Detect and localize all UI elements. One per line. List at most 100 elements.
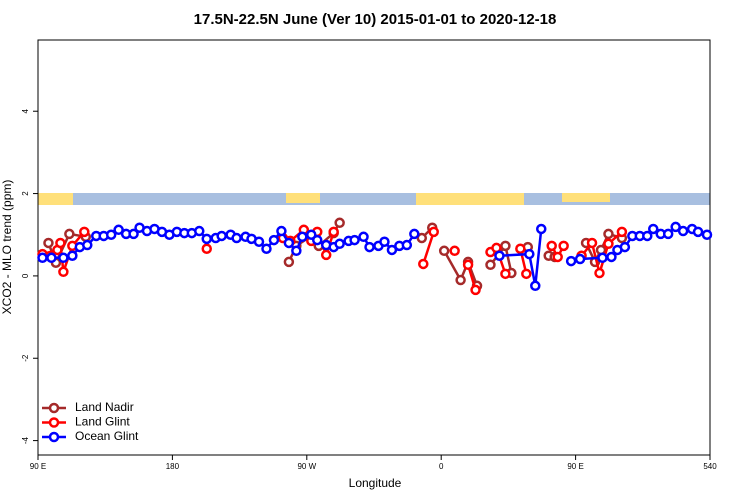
point	[58, 266, 69, 278]
point	[642, 230, 653, 242]
point	[586, 237, 598, 249]
plot-box	[37, 39, 711, 456]
x-tick-label: 90 E	[30, 462, 46, 471]
x-tick-label: 90 W	[297, 462, 316, 471]
point	[670, 221, 681, 233]
point	[58, 252, 69, 264]
point	[386, 244, 398, 256]
point	[283, 237, 295, 249]
point	[597, 252, 608, 264]
point	[67, 250, 78, 261]
legend-marker	[48, 417, 60, 428]
point	[328, 226, 339, 238]
point	[46, 252, 57, 264]
point	[312, 234, 323, 246]
point	[261, 243, 272, 254]
point	[37, 252, 48, 264]
point	[462, 259, 474, 271]
point	[500, 268, 511, 280]
point	[648, 223, 659, 235]
legend-label: Land Nadir	[75, 400, 134, 414]
point	[364, 241, 375, 253]
point	[565, 255, 577, 267]
point	[603, 228, 614, 240]
point	[113, 224, 124, 236]
point	[470, 284, 481, 296]
legend-label: Ocean Glint	[75, 429, 139, 443]
point	[297, 231, 308, 243]
point	[268, 234, 280, 246]
land-patch	[416, 193, 524, 205]
point	[524, 248, 535, 260]
point	[616, 226, 628, 238]
point	[201, 233, 212, 245]
point	[449, 245, 460, 257]
x-axis-label: Longitude	[349, 476, 402, 490]
point	[603, 238, 614, 250]
point	[64, 228, 75, 240]
point	[334, 238, 345, 250]
point	[43, 237, 54, 249]
land-patch	[38, 193, 73, 205]
point	[349, 234, 360, 246]
point	[128, 228, 139, 240]
point	[546, 240, 557, 252]
point	[253, 236, 265, 247]
point	[82, 239, 93, 251]
point	[320, 249, 332, 261]
point	[662, 228, 674, 240]
point	[428, 226, 439, 238]
point	[692, 226, 704, 238]
point	[194, 225, 205, 237]
map-strip	[38, 193, 710, 205]
point	[401, 239, 413, 251]
legend-marker	[48, 431, 60, 443]
point	[358, 231, 369, 243]
point	[606, 251, 617, 263]
point	[231, 232, 242, 244]
y-tick-label: -2	[21, 354, 30, 362]
point	[619, 241, 631, 253]
point	[334, 217, 345, 229]
land-patch	[562, 193, 610, 202]
y-axis-label: XCO2 - MLO trend (ppm)	[0, 180, 14, 315]
point	[494, 250, 505, 261]
point	[105, 229, 117, 240]
chart-title: 17.5N-22.5N June (Ver 10) 2015-01-01 to …	[194, 11, 557, 28]
point	[418, 258, 429, 270]
point	[216, 230, 227, 242]
point	[455, 274, 466, 286]
point	[558, 240, 569, 252]
point	[701, 229, 713, 240]
point	[536, 223, 547, 235]
point	[276, 225, 287, 237]
land-patch	[286, 193, 320, 203]
point	[552, 251, 563, 263]
point	[55, 237, 66, 249]
ocean-band	[38, 193, 710, 205]
point	[485, 259, 496, 271]
point	[291, 245, 302, 257]
point	[379, 236, 390, 247]
point	[574, 253, 586, 265]
y-tick-label: 0	[21, 273, 30, 278]
x-tick-label: 540	[703, 462, 717, 471]
point	[201, 243, 212, 254]
point	[409, 228, 420, 240]
point	[530, 280, 541, 292]
y-tick-label: 4	[21, 108, 30, 113]
x-tick-label: 0	[439, 462, 444, 471]
x-tick-label: 90 E	[567, 462, 583, 471]
legend-label: Land Glint	[75, 415, 130, 429]
point	[594, 267, 605, 279]
y-tick-label: 2	[21, 191, 30, 196]
point	[438, 245, 450, 257]
x-tick-label: 180	[166, 462, 180, 471]
point	[79, 226, 90, 238]
point	[416, 232, 428, 244]
y-tick-label: -4	[21, 436, 30, 444]
point	[677, 225, 689, 237]
point	[521, 268, 532, 280]
point	[500, 240, 511, 252]
